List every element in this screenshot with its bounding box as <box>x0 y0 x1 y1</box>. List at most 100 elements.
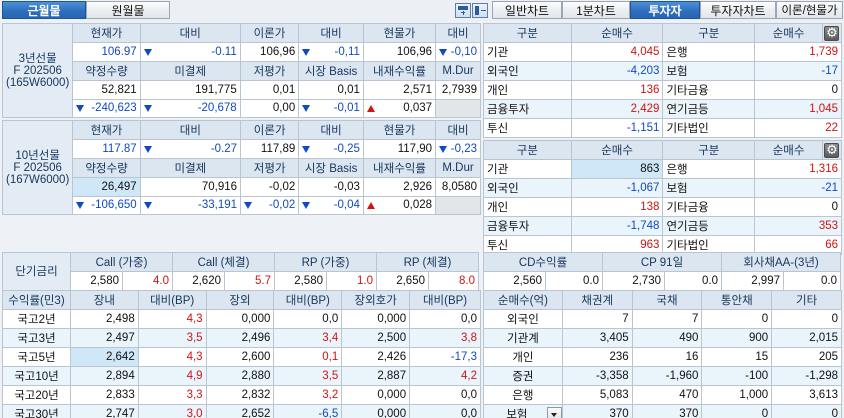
netbuy-value: 0 <box>771 309 842 329</box>
stat-cell: 0,01 -0,01 <box>298 80 364 118</box>
data-cell: 117.87 <box>72 139 141 159</box>
yield-value: 2,498 <box>69 309 139 329</box>
col-header-category: 구분 <box>483 140 572 160</box>
data-cell: -0,10 <box>435 42 481 62</box>
tab-investor-chart[interactable]: 투자자차트 <box>700 1 776 19</box>
data-cell: 106,96 <box>362 42 437 62</box>
down-arrow-icon <box>302 104 311 112</box>
netbuy-entity-select[interactable]: 보험 <box>483 404 563 418</box>
down-arrow-icon <box>302 145 311 153</box>
stat-cell: 26,497 -106,650 <box>72 177 141 215</box>
credit-rate-header-row: CD수익률 CP 91일 회사채AA-(3년) <box>483 252 841 272</box>
tab-theory-spot[interactable]: 이론/현물가 <box>776 1 843 19</box>
netbuy-value: 1,000 <box>701 385 773 405</box>
yield-value: 2,832 <box>205 385 275 405</box>
col-header-theory: 이론가 <box>240 120 300 140</box>
data-cell: 52,821 <box>101 83 137 96</box>
down-arrow-icon <box>76 201 85 209</box>
data-cell: 0,00 <box>241 98 298 117</box>
down-arrow-icon <box>302 201 311 209</box>
investor-settings-button[interactable] <box>821 140 843 160</box>
data-cell: 117,89 <box>240 139 300 159</box>
investor-value-2: -21 <box>754 178 842 198</box>
data-cell: 191,775 <box>195 83 237 96</box>
credit-rate-change: 0.0 <box>545 271 603 291</box>
investor-label-2: 기타금융 <box>662 80 756 100</box>
col-header-netbuy-1: 채권계 <box>561 290 633 310</box>
yield-row: 국고10년 2,894 4,9 2,880 3,5 2,887 4,2 <box>2 366 481 386</box>
col-header-creditrate-0: CD수익률 <box>483 252 603 272</box>
col-header-implied-yield: 내재수익률 <box>362 61 437 81</box>
data-cell: -33,191 <box>141 195 240 214</box>
investor-value: -4,203 <box>570 61 664 81</box>
tab-general-chart[interactable]: 일반차트 <box>492 1 562 19</box>
col-header-yield-2: 대비(BP) <box>137 290 207 310</box>
credit-rate-change: 0.0 <box>664 271 722 291</box>
netbuy-value: -3,358 <box>561 366 633 386</box>
short-rate-change: 1.0 <box>326 271 377 291</box>
stat-cell: 0,01 0,00 <box>239 80 300 118</box>
data-cell: 117,90 <box>362 139 437 159</box>
netbuy-value: 490 <box>631 328 703 348</box>
investor-row: 기관 4,045 은행 1,739 <box>483 42 842 62</box>
short-rate-value: 2,580 <box>70 271 123 291</box>
investor-label: 외국인 <box>483 178 572 198</box>
futures-instrument-label: 10년선물 F 202506 (167W6000) <box>1 120 74 215</box>
col-header-change2: 대비 <box>298 120 364 140</box>
investor-label-2: 연기금등 <box>662 216 756 236</box>
investor-label-2: 연기금등 <box>662 99 756 119</box>
investor-value-2: 1,739 <box>754 42 842 62</box>
yield-value: 0,000 <box>341 404 411 418</box>
tab-minute-chart[interactable]: 1분차트 <box>562 1 630 19</box>
data-cell: -0,02 <box>241 195 298 214</box>
yield-value: 0,0 <box>409 309 481 329</box>
credit-rate-table: CD수익률 CP 91일 회사채AA-(3년) 2,560 0.0 2,730 0.0 2,9… <box>483 252 841 291</box>
yield-row: 국고20년 2,833 3,3 2,832 3,2 0,000 0,0 <box>2 385 481 405</box>
investor-label: 기관 <box>483 42 572 62</box>
yield-value: 2,894 <box>69 366 139 386</box>
yield-value: 2,652 <box>205 404 275 418</box>
investor-row: 금융투자 2,429 연기금등 1,045 <box>483 99 842 119</box>
col-header-implied-yield: 내재수익률 <box>362 158 437 178</box>
gear-icon[interactable] <box>824 142 840 158</box>
gear-icon[interactable] <box>824 25 840 41</box>
short-rate-panel-right: CD수익률 CP 91일 회사채AA-(3년) 2,560 0.0 2,730 0.0 2,9… <box>483 252 842 291</box>
investor-label: 개인 <box>483 197 572 217</box>
col-header-creditrate-1: CP 91일 <box>602 252 722 272</box>
futures-stats-row: 26,497 -106,650 70,916 -33,191 -0,02 -0,02 -0,… <box>3 177 481 215</box>
netbuy-row: 증권 -3,358 -1,960 -100 -1,298 <box>483 366 842 386</box>
investor-settings-button[interactable] <box>821 23 843 43</box>
split-window-icon[interactable] <box>455 3 471 18</box>
stat-cell: -0,03 -0,04 <box>298 177 364 215</box>
futures-instrument-label: 3년선물 F 202506 (165W6000) <box>1 23 74 118</box>
data-cell <box>436 98 480 117</box>
col-header-category-2: 구분 <box>662 140 756 160</box>
investor-value: -1,151 <box>570 118 664 138</box>
data-cell: -20,678 <box>141 98 240 117</box>
short-rate-change: 8.0 <box>428 271 479 291</box>
futures-subheader-row: 약정수량 미결제 저평가 시장 Basis 내재수익률 M.Dur <box>3 158 481 178</box>
yield-value: 0,0 <box>409 385 481 405</box>
col-header-netbuy-0: 순매수(억) <box>483 290 563 310</box>
minimize-window-icon[interactable] <box>472 3 488 18</box>
tab-near-month[interactable]: 근월물 <box>2 1 86 19</box>
yield-row: 국고30년 2,747 3,0 2,652 -6,5 0,000 0,0 <box>2 404 481 418</box>
netbuy-row: 기관계 3,405 490 900 2,015 <box>483 328 842 348</box>
data-cell: -0.27 <box>139 139 242 159</box>
data-cell: 26,497 <box>73 178 140 196</box>
col-header-change: 대비 <box>139 23 241 43</box>
short-rate-table: 단기금리 Call (가중) Call (체결) RP (가중) RP (체결) 2,58… <box>2 252 479 291</box>
chevron-down-icon[interactable] <box>546 406 562 418</box>
tab-far-month[interactable]: 원월물 <box>86 1 170 19</box>
tab-investor[interactable]: 투자자 <box>630 1 700 19</box>
investor-table-10y: 구분순매수구분순매수기관863은행1,316외국인-1,067보험-21개인13… <box>483 140 843 255</box>
investor-value-2: 0 <box>754 80 842 100</box>
stat-cell: 70,916 -33,191 <box>139 177 242 215</box>
down-arrow-icon <box>76 104 85 112</box>
yield-value: 2,642 <box>69 347 139 367</box>
short-rate-label: 단기금리 <box>2 252 71 291</box>
investor-label-2: 보험 <box>662 61 756 81</box>
yield-value: 2,833 <box>69 385 139 405</box>
netbuy-value: 3,405 <box>561 328 633 348</box>
netbuy-value: 0 <box>701 404 773 418</box>
